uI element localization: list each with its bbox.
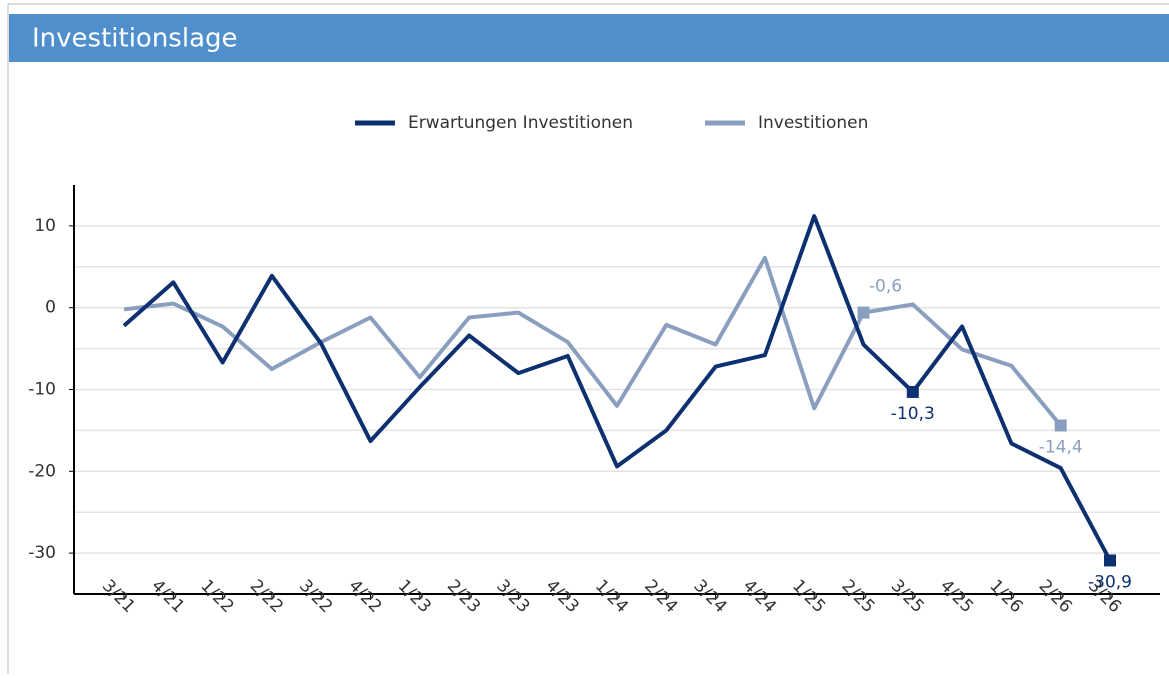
x-tick-label: 2/22 [246, 576, 287, 617]
series-line [122, 214, 1112, 562]
x-tick-label: 2/24 [640, 576, 681, 617]
x-tick-label: 1/23 [394, 576, 435, 617]
data-label: -0,6 [869, 277, 902, 297]
header-bar [9, 14, 1169, 62]
x-tick-label: 4/23 [542, 576, 583, 617]
legend-label: Investitionen [758, 113, 868, 133]
x-tick-label: 1/26 [985, 576, 1026, 617]
x-tick-label: 3/21 [98, 576, 139, 617]
x-tick-label: 3/23 [492, 576, 533, 617]
x-tick-label: 2/26 [1035, 576, 1076, 617]
x-tick-label: 4/25 [936, 576, 977, 617]
x-tick-label: 4/21 [147, 576, 188, 617]
x-tick-label: 3/24 [690, 576, 731, 617]
data-label: -30,9 [1088, 572, 1132, 592]
x-tick-label: 3/25 [887, 576, 928, 617]
data-label: -10,3 [891, 404, 935, 424]
data-label: -14,4 [1039, 437, 1083, 457]
point-marker [906, 385, 919, 398]
x-tick-label: 1/24 [591, 576, 632, 617]
point-marker [1104, 554, 1116, 567]
x-tick-label: 4/22 [344, 576, 385, 617]
y-tick-label: -20 [28, 461, 56, 481]
y-tick-label: -10 [28, 380, 56, 400]
y-tick-label: 10 [34, 216, 56, 236]
y-tick-label: 0 [45, 298, 56, 318]
x-tick-label: 1/22 [197, 576, 238, 617]
x-tick-label: 2/25 [837, 576, 878, 617]
point-marker [857, 306, 870, 319]
x-tick-label: 1/25 [788, 576, 829, 617]
y-tick-label: -30 [28, 543, 56, 563]
chart-title: Investitionslage [32, 24, 238, 54]
series-line [123, 255, 1063, 427]
legend-label: Erwartungen Investitionen [408, 113, 633, 133]
x-tick-label: 2/23 [443, 576, 484, 617]
x-tick-label: 4/24 [739, 576, 780, 617]
point-marker [1054, 419, 1067, 432]
x-tick-label: 3/22 [295, 576, 336, 617]
